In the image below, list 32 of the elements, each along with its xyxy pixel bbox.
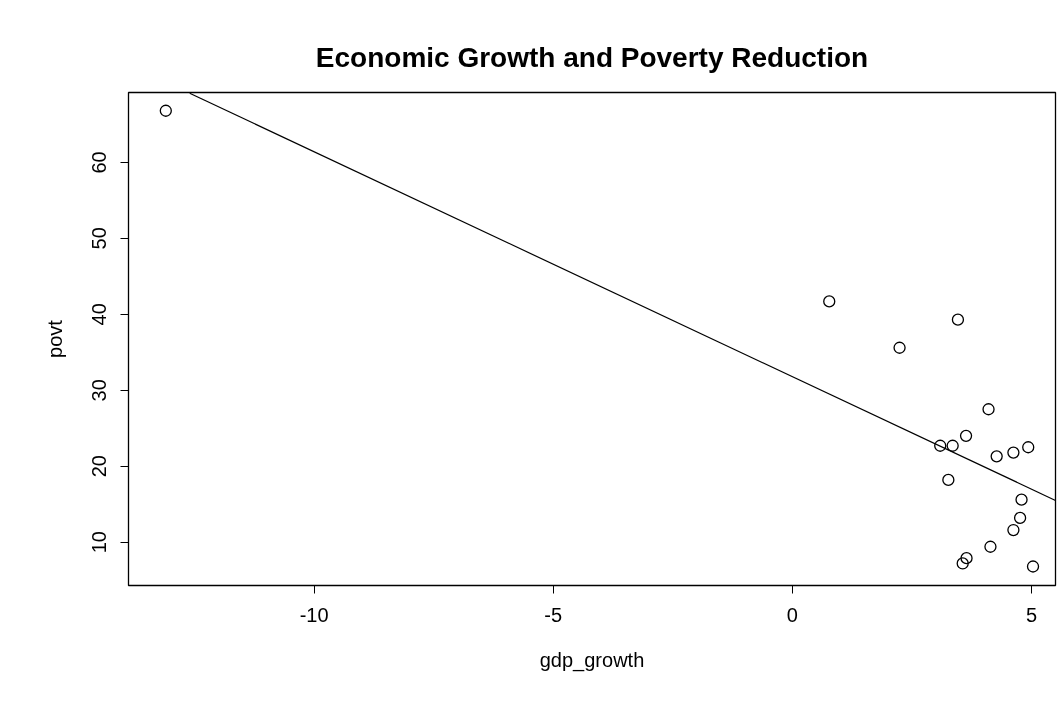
y-tick-label: 10 [88, 531, 111, 554]
point [990, 450, 1003, 463]
point [934, 439, 947, 452]
x-axis-title: gdp_growth [539, 648, 645, 672]
point [159, 104, 172, 117]
point [942, 473, 955, 487]
point [982, 403, 995, 416]
point [956, 557, 969, 570]
x-tick-label: 5 [1026, 603, 1038, 626]
point [1013, 511, 1027, 525]
point [959, 429, 973, 442]
point [1007, 523, 1020, 537]
x-tick-label: -5 [544, 603, 563, 626]
point [893, 341, 906, 354]
y-tick-label: 20 [88, 455, 111, 478]
y-axis-title: povt [43, 319, 66, 358]
chart-title: Economic Growth and Poverty Reduction [315, 41, 869, 73]
y-tick-label: 60 [88, 151, 111, 174]
point [1007, 446, 1020, 459]
y-tick-label: 50 [88, 227, 111, 250]
y-tick-label: 40 [88, 303, 111, 326]
point [1015, 493, 1028, 506]
point [984, 540, 997, 553]
point [1026, 560, 1040, 573]
point [951, 313, 965, 326]
x-tick-label: 0 [786, 603, 798, 626]
point [960, 552, 973, 565]
x-tick-label: -10 [299, 603, 329, 626]
point [1022, 441, 1035, 454]
y-tick-label: 30 [88, 379, 111, 402]
point [946, 439, 959, 452]
point [823, 295, 836, 308]
